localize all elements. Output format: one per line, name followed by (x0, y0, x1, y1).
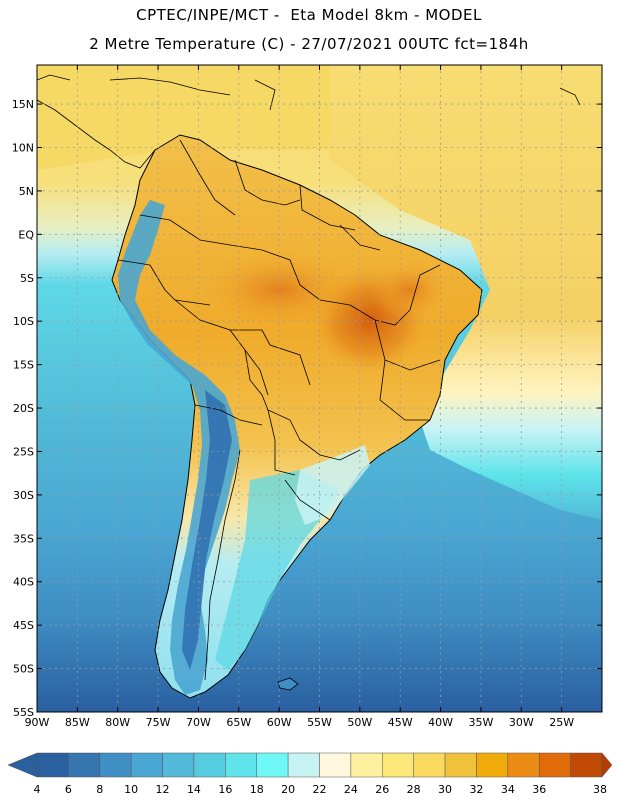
lat-lon-grid (37, 65, 602, 712)
temperature-colorbar: 4 6 8 10 12 14 16 18 20 22 24 26 28 30 32 34 36 38 (7, 752, 613, 796)
colorbar-label: 10 (124, 783, 138, 796)
colorbar-swatch (68, 752, 101, 778)
lon-label: 55W (307, 716, 332, 729)
lon-label: 40W (428, 716, 453, 729)
lon-label: 60W (267, 716, 292, 729)
colorbar-swatch (413, 752, 446, 778)
colorbar-swatch (538, 752, 571, 778)
colorbar-swatch (476, 752, 509, 778)
lat-label: 20S (13, 402, 34, 415)
colorbar-swatch (319, 752, 352, 778)
colorbar-label: 8 (96, 783, 103, 796)
falkland-islands (277, 677, 299, 691)
colorbar-label: 30 (438, 783, 452, 796)
lat-label: 10S (13, 315, 34, 328)
colorbar-swatch (256, 752, 289, 778)
lat-label: 25S (13, 445, 34, 458)
andes-coldest-region (182, 390, 232, 670)
colorbar-swatch (350, 752, 383, 778)
lon-label: 45W (388, 716, 413, 729)
caribbean-field (37, 65, 330, 170)
map-title-line1: CPTEC/INPE/MCT - Eta Model 8km - MODEL (136, 6, 482, 24)
colorbar-label: 22 (313, 783, 327, 796)
colorbar-label: 24 (344, 783, 358, 796)
colorbar-label: 34 (501, 783, 515, 796)
colorbar-swatch (570, 752, 603, 778)
colorbar-swatch (36, 752, 69, 778)
lon-label: 50W (347, 716, 372, 729)
colorbar-label: 36 (532, 783, 546, 796)
lat-label: 30S (13, 489, 34, 502)
lon-label: 35W (468, 716, 493, 729)
map-title-line2: 2 Metre Temperature (C) - 27/07/2021 00U… (89, 35, 529, 53)
colorbar-swatch (193, 752, 226, 778)
lon-label: 70W (186, 716, 211, 729)
atlantic-ocean-field (330, 65, 602, 520)
lat-label: EQ (18, 228, 34, 241)
colorbar-label: 32 (469, 783, 483, 796)
lat-label: 55S (13, 706, 34, 719)
lat-label: 50S (13, 663, 34, 676)
amazon-warm-region (200, 250, 360, 330)
lon-label: 25W (549, 716, 574, 729)
colorbar-label: 38 (593, 783, 607, 796)
lat-label: 10N (12, 142, 34, 155)
southern-brazil-cool-region (295, 445, 370, 525)
colorbar-label: 16 (218, 783, 232, 796)
colorbar-swatch (130, 752, 163, 778)
colorbar-swatch (225, 752, 257, 778)
colorbar-swatch (99, 752, 132, 778)
lat-label: 15S (13, 359, 34, 372)
colorbar-swatch (287, 752, 320, 778)
lat-label: 5N (19, 185, 34, 198)
latitude-axis: 15N 10N 5N EQ 5S 10S 15S 20S 25S 30S 35S 40S 45S 50S 5… (12, 98, 602, 719)
colorbar-label: 12 (156, 783, 170, 796)
colorbar-label: 4 (34, 783, 41, 796)
lat-label: 15N (12, 98, 34, 111)
lat-label: 5S (20, 272, 34, 285)
colorbar-high-arrow (601, 752, 613, 778)
lon-label: 85W (65, 716, 90, 729)
colorbar-swatch (162, 752, 195, 778)
lon-label: 90W (25, 716, 50, 729)
country-borders (117, 139, 441, 681)
colorbar-label: 18 (250, 783, 264, 796)
northeast-warm-region (370, 260, 450, 320)
lat-label: 45S (13, 619, 34, 632)
colorbar-label: 26 (375, 783, 389, 796)
colorbar-label: 20 (281, 783, 295, 796)
lat-label: 40S (13, 576, 34, 589)
colorbar-label: 6 (65, 783, 72, 796)
lon-label: 65W (226, 716, 251, 729)
colorbar-swatch (507, 752, 540, 778)
colorbar-swatch (444, 752, 477, 778)
colorbar-swatch (382, 752, 414, 778)
colorbar-low-arrow (7, 752, 38, 778)
lon-label: 30W (509, 716, 534, 729)
central-america-coastline (37, 74, 581, 169)
lon-label: 75W (146, 716, 171, 729)
map-field (37, 65, 602, 712)
lon-label: 80W (105, 716, 130, 729)
lat-label: 35S (13, 532, 34, 545)
colorbar-label: 14 (187, 783, 201, 796)
longitude-axis: 90W 85W 80W 75W 70W 65W 60W 55W 50W 45W 40W 35W 30W 2… (25, 65, 574, 729)
colorbar-label: 28 (407, 783, 421, 796)
